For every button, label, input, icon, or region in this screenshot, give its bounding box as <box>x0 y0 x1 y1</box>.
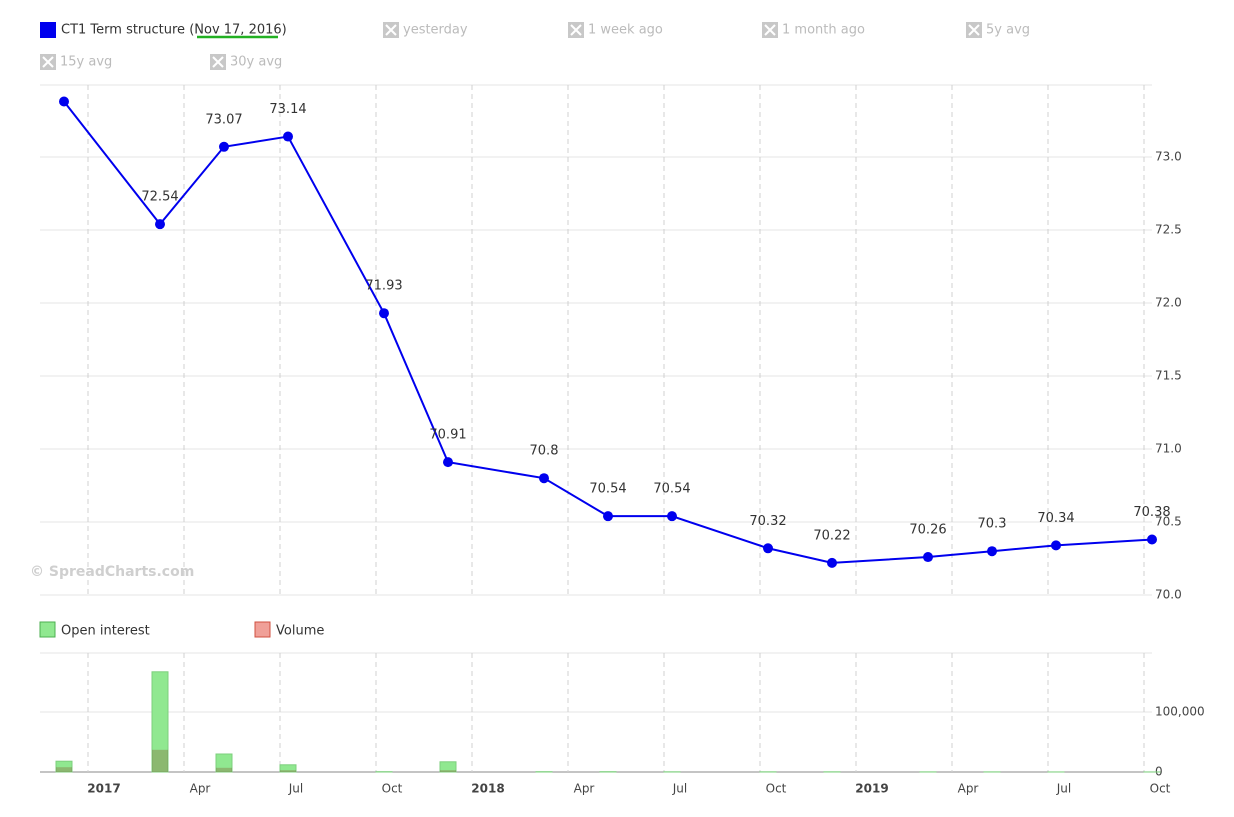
x-tick-label: Apr <box>574 782 595 796</box>
y-tick-label: 72.0 <box>1155 296 1182 310</box>
legend-label-inactive[interactable]: 5y avg <box>986 23 1030 38</box>
legend-label-inactive[interactable]: 1 week ago <box>588 23 663 38</box>
data-label: 70.8 <box>530 444 559 459</box>
x-tick-label: 2018 <box>471 782 504 796</box>
legend-label-inactive[interactable]: 1 month ago <box>782 23 865 38</box>
data-label: 70.54 <box>589 482 626 497</box>
legend-icon-cross <box>385 24 397 36</box>
legend-icon-cross <box>212 56 224 68</box>
legend-icon-cross <box>764 24 776 36</box>
data-point <box>987 546 997 557</box>
legend-icon-cross <box>570 24 582 36</box>
x-tick-label: Oct <box>1150 782 1171 796</box>
data-point <box>763 543 773 554</box>
y-tick-label: 70.5 <box>1155 515 1182 529</box>
data-label: 73.07 <box>205 112 242 127</box>
legend-swatch <box>40 22 56 38</box>
data-point <box>827 557 837 568</box>
bar <box>216 767 232 772</box>
y-tick-label: 71.5 <box>1155 369 1182 383</box>
x-tick-label: Jul <box>288 782 303 796</box>
data-label: 70.3 <box>978 517 1007 532</box>
x-tick-label: Oct <box>766 782 787 796</box>
x-tick-label: Apr <box>958 782 979 796</box>
y-tick-label: 71.0 <box>1155 442 1182 456</box>
legend-label[interactable]: Volume <box>276 624 324 639</box>
bar <box>440 770 456 772</box>
x-tick-label: 2019 <box>855 782 888 796</box>
legend-label-inactive[interactable]: 30y avg <box>230 55 282 70</box>
legend-label-inactive[interactable]: yesterday <box>403 23 468 38</box>
x-tick-label: Jul <box>1056 782 1071 796</box>
x-tick-label: Jul <box>672 782 687 796</box>
data-point <box>667 511 677 522</box>
data-label: 70.26 <box>909 523 946 538</box>
x-tick-label: Apr <box>190 782 211 796</box>
data-label: 72.54 <box>141 190 178 205</box>
bar <box>152 749 168 772</box>
data-label: 70.38 <box>1133 505 1170 520</box>
legend-label[interactable]: CT1 Term structure (Nov 17, 2016) <box>61 23 287 38</box>
y-tick-label: 73.0 <box>1155 150 1182 164</box>
y-tick-label: 72.5 <box>1155 223 1182 237</box>
data-point <box>1051 540 1061 551</box>
watermark: © SpreadCharts.com <box>30 564 194 580</box>
legend-swatch <box>39 621 56 638</box>
bar <box>280 770 296 772</box>
data-label: 73.14 <box>269 102 306 117</box>
data-label: 70.22 <box>813 528 850 543</box>
data-point <box>59 96 69 107</box>
data-label: 70.32 <box>749 514 786 529</box>
legend-swatch <box>254 621 271 638</box>
y-tick-label: 100,000 <box>1155 705 1205 719</box>
data-point <box>283 131 293 142</box>
x-tick-label: Oct <box>382 782 403 796</box>
data-point <box>155 219 165 230</box>
legend-icon-cross <box>968 24 980 36</box>
legend-icon-cross <box>42 56 54 68</box>
bar <box>56 767 72 772</box>
data-point <box>603 511 613 522</box>
data-label: 70.34 <box>1037 511 1074 526</box>
data-point <box>539 473 549 484</box>
data-label: 71.93 <box>365 279 402 294</box>
x-tick-label: 2017 <box>87 782 120 796</box>
legend-label-inactive[interactable]: 15y avg <box>60 55 112 70</box>
data-point <box>219 141 229 152</box>
y-tick-label: 70.0 <box>1155 588 1182 602</box>
legend-label[interactable]: Open interest <box>61 624 150 639</box>
data-point <box>1147 534 1157 545</box>
data-point <box>923 552 933 563</box>
data-label: 70.54 <box>653 482 690 497</box>
data-point <box>379 308 389 319</box>
data-point <box>443 457 453 468</box>
data-label: 70.91 <box>429 428 466 443</box>
